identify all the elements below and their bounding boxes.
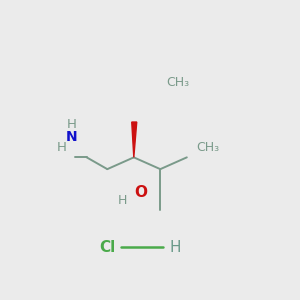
Text: H: H [57, 141, 67, 154]
Text: CH₃: CH₃ [196, 141, 220, 154]
Polygon shape [132, 122, 137, 158]
Text: CH₃: CH₃ [166, 76, 189, 89]
Text: H: H [67, 118, 77, 131]
Text: H: H [169, 240, 181, 255]
Text: N: N [66, 130, 78, 144]
Text: Cl: Cl [99, 240, 116, 255]
Text: O: O [134, 185, 147, 200]
Text: H: H [117, 194, 127, 207]
